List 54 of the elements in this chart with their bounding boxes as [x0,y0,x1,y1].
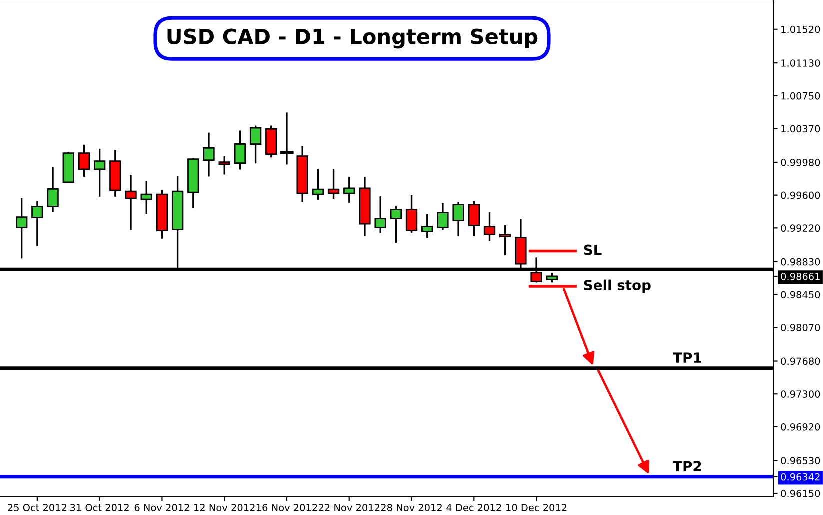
candlestick [374,196,386,234]
y-tick-label: 0.98070 [781,324,820,332]
y-tick-label: 1.00370 [782,125,820,133]
candlestick [468,200,480,238]
y-tick-label: 1.00750 [782,92,820,100]
y-tick-label: 0.98830 [781,258,820,266]
candlestick [47,166,59,213]
ref-line-label: SL [584,244,602,256]
ref-line-label: Sell stop [584,280,651,294]
x-tick-label: 22 Nov 2012 [318,504,380,512]
candlestick [437,202,449,231]
candlestick [406,194,418,234]
ref-line-label: TP1 [673,352,702,363]
x-tick-label: 28 Nov 2012 [381,504,442,512]
y-tick-label: 1.01130 [782,60,820,67]
candlestick [390,205,402,244]
candlestick [140,180,152,215]
candlestick [234,130,246,171]
y-tick-label: 0.99220 [781,224,820,232]
y-tick-label: 0.98661 [781,272,820,280]
x-tick-label: 12 Nov 2012 [194,504,255,512]
x-tick-label: 4 Dec 2012 [446,504,502,512]
x-tick-label: 25 Oct 2012 [8,504,67,512]
y-tick-label: 0.99980 [781,158,820,166]
x-tick-label: 31 Oct 2012 [70,504,129,512]
x-tick-label: 10 Dec 2012 [506,504,567,512]
candlestick [500,224,512,256]
y-tick-label: 0.96920 [781,423,820,431]
candlestick [250,124,262,165]
candlestick [78,144,90,178]
x-tick-label: 16 Nov 2012 [256,504,318,512]
candlestick [94,148,106,198]
y-tick-label: 0.98450 [781,291,820,299]
ref-line-label: TP2 [673,461,702,472]
y-tick-label: 0.96530 [781,457,820,465]
y-tick-label: 0.97300 [781,390,820,398]
candlestick [484,212,496,242]
y-tick-label: 0.97680 [781,358,820,366]
x-tick-label: 6 Nov 2012 [134,504,190,512]
candlestick [125,174,137,231]
candlestick [422,214,434,240]
candlestick [452,201,464,238]
y-tick-label: 1.01520 [782,26,820,34]
y-tick-label: 0.99600 [781,192,820,200]
candlestick [312,168,324,201]
candlestick [328,168,340,200]
candlestick [16,197,28,260]
candlestick [218,156,230,176]
candlestick [32,200,44,248]
y-tick-label: 0.96342 [781,473,820,481]
candlestick [203,132,215,178]
candlestick [344,176,356,204]
y-tick-label: 0.96150 [781,490,820,498]
text: USD CAD - D1 - Longterm Setup [168,28,538,49]
